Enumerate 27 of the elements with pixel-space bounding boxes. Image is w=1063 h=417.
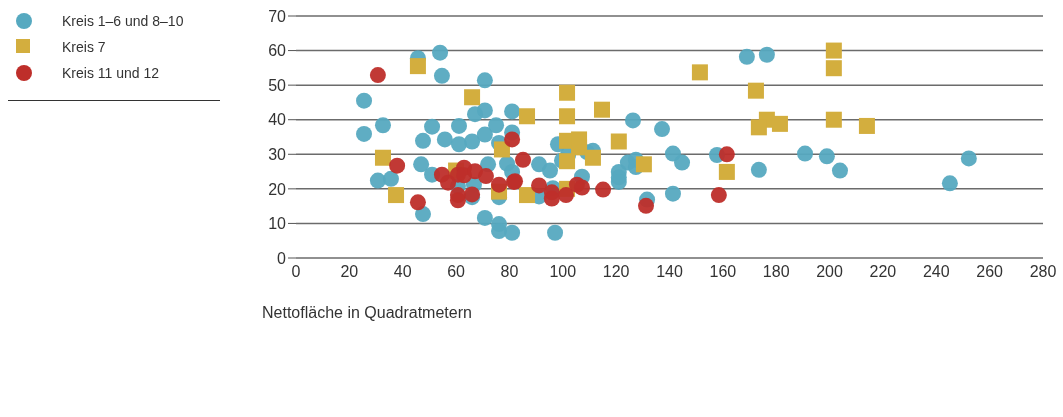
x-tick-label: 280 (1029, 263, 1057, 281)
x-tick-label: 160 (709, 263, 737, 281)
y-tick-label: 70 (268, 7, 287, 25)
y-tick-label: 40 (268, 111, 287, 129)
y-tick-label: 50 (268, 76, 287, 94)
x-tick-label: 220 (869, 263, 897, 281)
legend-label: Kreis 7 (62, 39, 106, 55)
x-tick-label: 120 (602, 263, 630, 281)
x-tick-label: 180 (762, 263, 790, 281)
x-tick-label: 20 (340, 263, 359, 281)
y-tick-label: 0 (277, 249, 287, 267)
y-tick-label: 20 (268, 180, 287, 198)
x-tick-label: 260 (976, 263, 1004, 281)
x-axis-title: Nettofläche in Quadratmetern (262, 304, 472, 321)
legend-label: Kreis 11 und 12 (62, 65, 160, 81)
x-tick-label: 60 (447, 263, 466, 281)
x-tick-label: 240 (922, 263, 950, 281)
x-tick-label: 80 (500, 263, 519, 281)
x-tick-label: 40 (393, 263, 412, 281)
x-tick-label: 140 (656, 263, 683, 281)
legend-label: Kreis 1–6 und 8–10 (62, 13, 184, 29)
x-tick-label: 0 (291, 263, 301, 281)
y-tick-label: 30 (268, 145, 287, 163)
x-tick-label: 100 (549, 263, 577, 281)
x-tick-label: 200 (816, 263, 844, 281)
y-tick-label: 60 (268, 42, 287, 60)
y-tick-label: 10 (268, 215, 287, 233)
